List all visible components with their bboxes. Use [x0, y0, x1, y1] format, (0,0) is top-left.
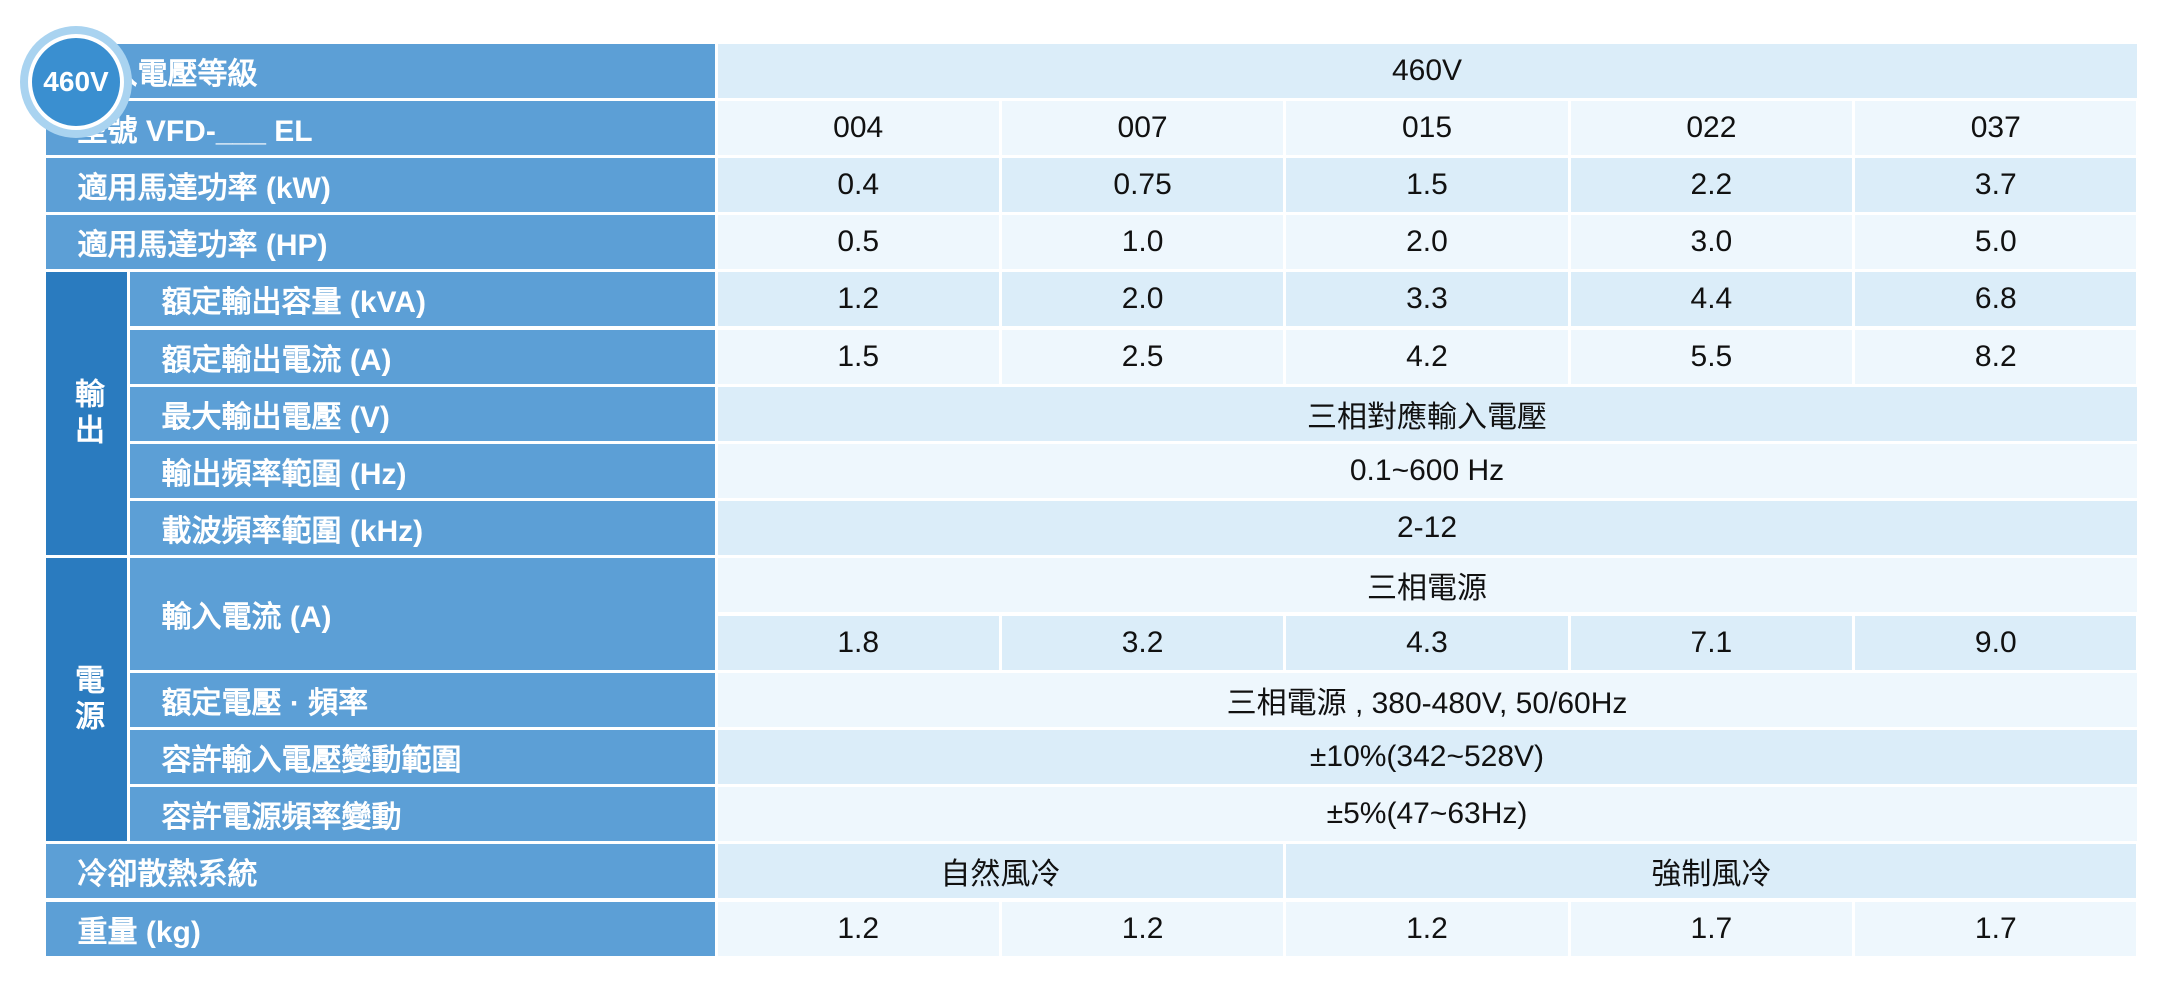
row-label: 最大輸出電壓 (V) — [129, 386, 715, 441]
value-cell: 004 — [717, 100, 999, 155]
value-cell: 3.3 — [1286, 272, 1568, 327]
value-cell: 2-12 — [717, 501, 2137, 556]
row-label: 輸出頻率範圍 (Hz) — [129, 443, 715, 499]
value-cell: 3.7 — [1855, 157, 2137, 213]
value-cell: 022 — [1570, 100, 1853, 155]
value-cell: 6.8 — [1855, 272, 2137, 327]
value-cell: 1.2 — [1001, 901, 1284, 956]
row-label: 額定輸出電流 (A) — [129, 329, 715, 384]
row-label: 適用馬達功率 (HP) — [45, 215, 715, 270]
row-label: 容許電源頻率變動 — [129, 787, 715, 842]
value-cell: 2.0 — [1286, 215, 1568, 270]
value-cell: 5.0 — [1855, 215, 2137, 270]
value-cell: 0.5 — [717, 215, 999, 270]
value-cell: 460V — [717, 43, 2137, 98]
badge: 460V — [20, 26, 132, 138]
value-cell: 2.5 — [1001, 329, 1284, 384]
row-label: 型號 VFD-___ EL — [45, 100, 715, 155]
value-cell: 1.5 — [717, 329, 999, 384]
value-cell: 1.8 — [717, 615, 999, 670]
value-cell: 1.5 — [1286, 157, 1568, 213]
value-cell: 1.7 — [1570, 901, 1853, 956]
value-cell: 三相對應輸入電壓 — [717, 386, 2137, 441]
value-cell: 0.75 — [1001, 157, 1284, 213]
value-cell: 9.0 — [1855, 615, 2137, 670]
value-cell: ±10%(342~528V) — [717, 729, 2137, 785]
row-label: 輸入電壓等級 — [45, 43, 715, 98]
value-cell: 1.0 — [1001, 215, 1284, 270]
value-cell: 037 — [1855, 100, 2137, 155]
value-cell: 三相電源 — [717, 558, 2137, 613]
value-cell: 4.4 — [1570, 272, 1853, 327]
group-label: 電源 — [45, 558, 127, 842]
value-cell: 3.0 — [1570, 215, 1853, 270]
row-label: 載波頻率範圍 (kHz) — [129, 501, 715, 556]
value-cell: 4.2 — [1286, 329, 1568, 384]
row-label: 輸入電流 (A) — [129, 558, 715, 670]
value-cell: 5.5 — [1570, 329, 1853, 384]
value-cell: 1.2 — [717, 272, 999, 327]
row-label: 適用馬達功率 (kW) — [45, 157, 715, 213]
value-cell: 7.1 — [1570, 615, 1853, 670]
row-label: 額定電壓 · 頻率 — [129, 672, 715, 727]
value-cell: 1.7 — [1855, 901, 2137, 956]
value-cell: 8.2 — [1855, 329, 2137, 384]
row-label: 額定輸出容量 (kVA) — [129, 272, 715, 327]
value-cell: 0.4 — [717, 157, 999, 213]
value-cell: 1.2 — [1286, 901, 1568, 956]
value-cell: 3.2 — [1001, 615, 1284, 670]
value-cell: 1.2 — [717, 901, 999, 956]
row-label: 冷卻散熱系統 — [45, 844, 715, 899]
value-cell: 007 — [1001, 100, 1284, 155]
value-cell: 015 — [1286, 100, 1568, 155]
value-cell: 強制風冷 — [1286, 844, 2137, 899]
value-cell: 自然風冷 — [717, 844, 1284, 899]
value-cell: 2.2 — [1570, 157, 1853, 213]
group-label: 輸出 — [45, 272, 127, 556]
value-cell: ±5%(47~63Hz) — [717, 787, 2137, 842]
row-label: 重量 (kg) — [45, 901, 715, 956]
value-cell: 0.1~600 Hz — [717, 443, 2137, 499]
badge-text: 460V — [28, 34, 124, 130]
value-cell: 2.0 — [1001, 272, 1284, 327]
value-cell: 三相電源 , 380-480V, 50/60Hz — [717, 672, 2137, 727]
row-label: 容許輸入電壓變動範圍 — [129, 729, 715, 785]
value-cell: 4.3 — [1286, 615, 1568, 670]
